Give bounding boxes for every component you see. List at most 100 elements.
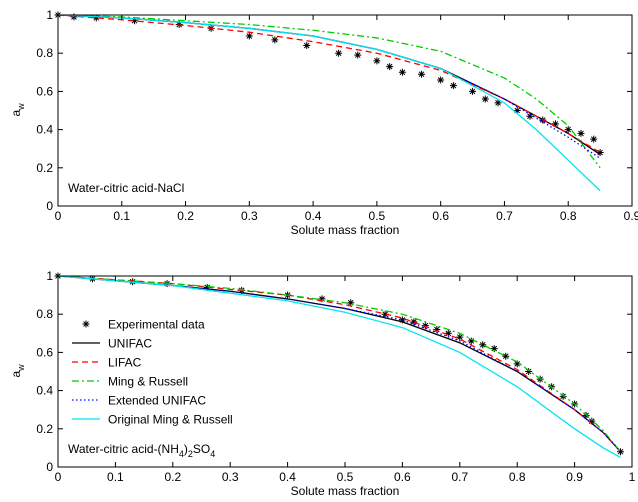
series-line (57, 275, 622, 453)
y-tick-label: 0 (46, 460, 53, 474)
y-tick-label: 0.2 (36, 422, 53, 436)
series-line (57, 14, 601, 192)
legend-label: Ming & Russell (108, 375, 188, 389)
axes-frame (57, 14, 633, 207)
text-part: Water-citric acid-(NH (68, 442, 179, 456)
data-point (386, 63, 394, 71)
data-point (444, 329, 452, 337)
data-point (437, 76, 445, 84)
data-point (398, 68, 406, 76)
legend-label: Experimental data (108, 318, 205, 332)
legend-label: Extended UNIFAC (108, 394, 206, 408)
legend-swatch (82, 320, 90, 328)
axes-frame (57, 275, 633, 468)
annotation: Water-citric acid-(NH4)2SO4 (68, 442, 215, 459)
text-part: 4 (179, 449, 184, 459)
series-line (57, 14, 601, 169)
data-point (203, 283, 211, 291)
data-point (347, 299, 355, 307)
data-point (596, 149, 604, 157)
x-tick-label: 0.8 (509, 470, 526, 484)
y-tick-label: 0 (46, 199, 53, 213)
series-line (57, 275, 621, 459)
y-tick-label: 0.4 (36, 384, 53, 398)
y-tick-label: 0.8 (36, 46, 53, 60)
data-point (588, 417, 596, 425)
x-tick-label: 0.6 (432, 209, 449, 223)
y-tick-label: 1 (46, 269, 53, 283)
x-tick-label: 0 (55, 209, 62, 223)
text-part: a (9, 371, 23, 378)
text-part: w (16, 103, 26, 111)
data-point (245, 32, 253, 40)
data-point (418, 70, 426, 78)
data-point (469, 87, 477, 95)
data-point (577, 129, 585, 137)
y-axis-label: aw (9, 364, 26, 378)
y-tick-label: 0.6 (36, 345, 53, 359)
data-point (564, 126, 572, 134)
data-point (502, 352, 510, 360)
x-axis-label: Solute mass fraction (291, 223, 400, 237)
data-point (551, 120, 559, 128)
data-point (92, 14, 100, 22)
x-tick-label: 0.5 (337, 470, 354, 484)
data-point (433, 325, 441, 333)
x-tick-label: 0.7 (496, 209, 513, 223)
series-line (57, 14, 601, 155)
y-tick-label: 0.2 (36, 161, 53, 175)
x-tick-label: 0.9 (624, 209, 638, 223)
x-tick-label: 0.2 (177, 209, 194, 223)
x-tick-label: 0.3 (241, 209, 258, 223)
data-point (381, 310, 389, 318)
data-point (131, 17, 139, 25)
data-point (318, 295, 326, 303)
data-point (479, 341, 487, 349)
x-tick-label: 0.1 (107, 470, 124, 484)
text-part: Water-citric acid-NaCl (68, 181, 184, 195)
y-tick-label: 0.6 (36, 84, 53, 98)
data-point (513, 107, 521, 114)
data-point (513, 360, 521, 368)
text-part: ) (184, 442, 188, 456)
y-tick-label: 0.4 (36, 123, 53, 137)
series-line (57, 14, 601, 154)
x-tick-label: 0.7 (451, 470, 468, 484)
x-tick-label: 0.9 (566, 470, 583, 484)
x-tick-label: 1 (629, 470, 636, 484)
text-part: a (9, 110, 23, 117)
x-tick-label: 0.8 (560, 209, 577, 223)
data-point (494, 99, 502, 107)
annotation: Water-citric acid-NaCl (68, 181, 184, 195)
data-point (456, 333, 464, 341)
data-point (525, 368, 533, 375)
legend-label: LIFAC (108, 356, 142, 370)
series-line (57, 275, 622, 453)
legend-label: UNIFAC (108, 337, 152, 351)
x-tick-label: 0.1 (113, 209, 130, 223)
data-point (410, 318, 418, 326)
series-line (57, 14, 601, 159)
data-point (421, 322, 429, 330)
data-point (590, 135, 598, 143)
data-point (526, 112, 534, 120)
text-part: 2 (188, 449, 193, 459)
data-point (70, 13, 78, 21)
data-point (398, 316, 406, 324)
x-tick-label: 0.4 (305, 209, 322, 223)
data-point (354, 51, 362, 59)
y-tick-label: 0.8 (36, 307, 53, 321)
data-point (271, 36, 279, 44)
x-tick-label: 0.2 (164, 470, 181, 484)
text-part: 4 (210, 449, 215, 459)
y-tick-label: 1 (46, 8, 53, 22)
x-tick-label: 0.4 (279, 470, 296, 484)
data-point (467, 337, 475, 345)
data-point (303, 42, 311, 50)
data-point (490, 345, 498, 353)
data-point (373, 57, 381, 65)
data-point (335, 49, 343, 57)
legend-label: Original Ming & Russell (108, 413, 233, 427)
x-axis-label: Solute mass fraction (291, 484, 400, 498)
